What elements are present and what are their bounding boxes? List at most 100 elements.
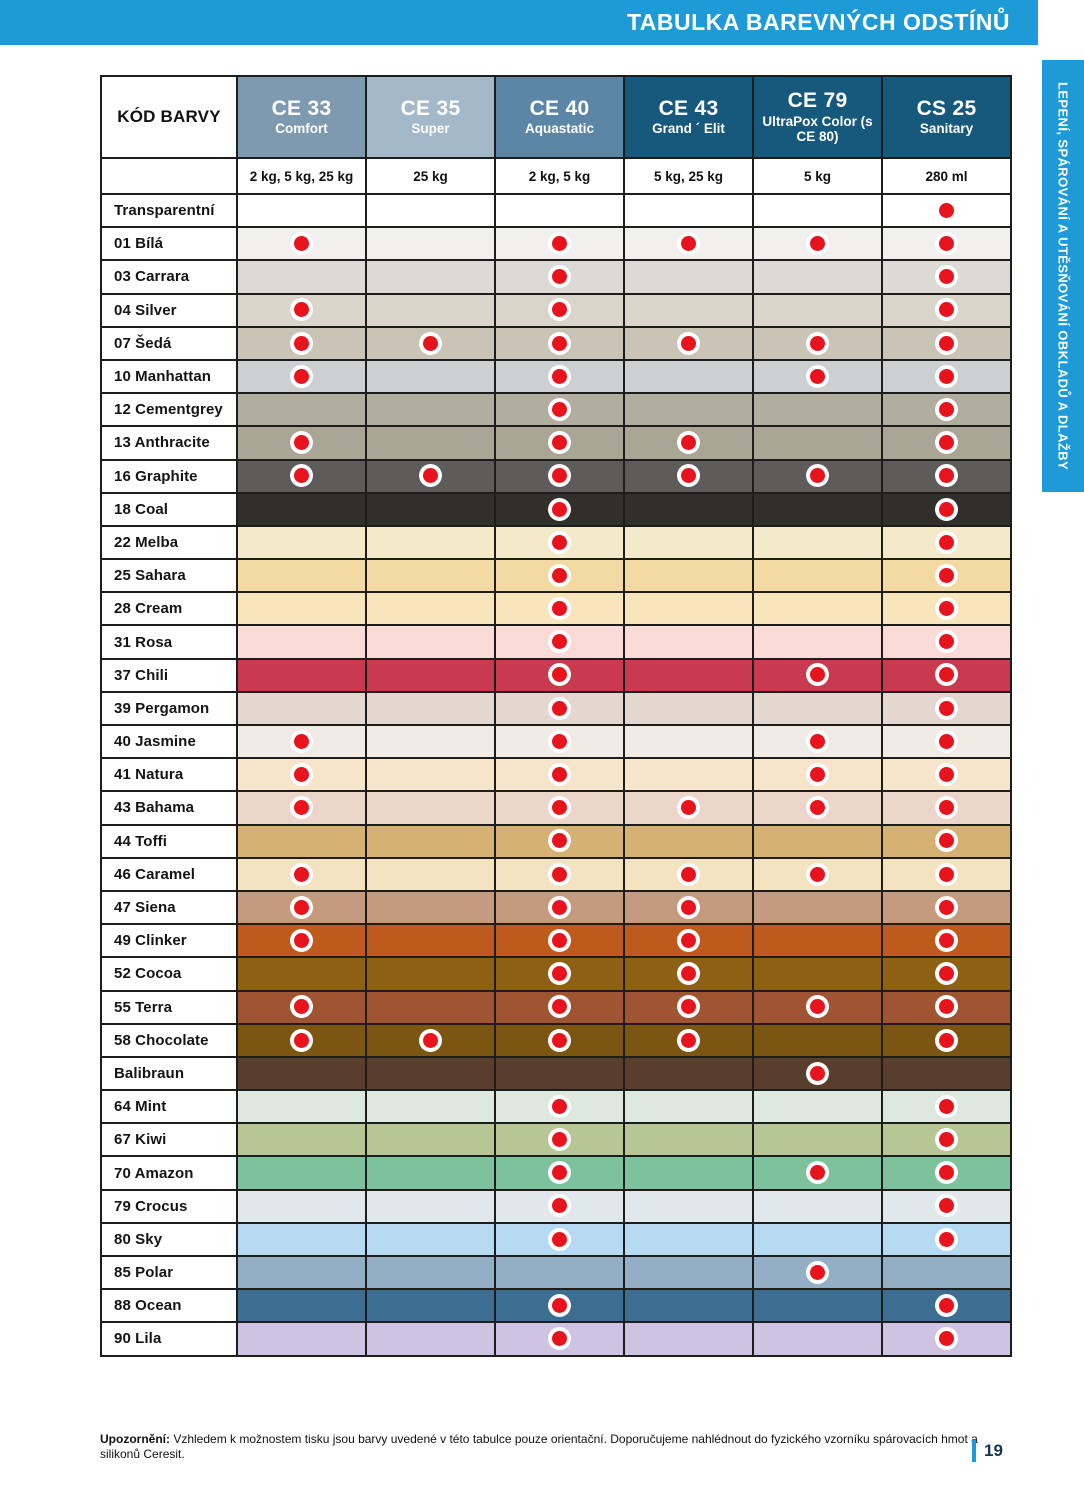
availability-cell: [494, 558, 625, 594]
packaging-cell: 5 kg: [752, 157, 883, 195]
table-row: 31 Rosa: [100, 624, 1012, 660]
availability-cell: [236, 956, 367, 992]
availability-cell: [365, 823, 496, 859]
availability-cell: [881, 723, 1012, 760]
availability-cell: [881, 1022, 1012, 1058]
availability-cell: [623, 856, 754, 892]
color-code-label: 64 Mint: [100, 1089, 238, 1125]
availability-dot-icon: [810, 1264, 825, 1280]
availability-cell: [494, 1055, 625, 1092]
availability-cell: [623, 591, 754, 627]
availability-dot-icon: [552, 833, 567, 849]
availability-cell: [881, 1321, 1012, 1357]
availability-dot-icon: [810, 866, 825, 882]
availability-cell: [236, 657, 367, 693]
availability-cell: [623, 1188, 754, 1224]
availability-cell: [623, 1288, 754, 1324]
availability-dot-icon: [939, 767, 954, 783]
availability-cell: [494, 1089, 625, 1125]
availability-dot-icon: [552, 601, 567, 617]
availability-dot-icon: [939, 800, 954, 816]
availability-cell: [236, 226, 367, 262]
availability-cell: [881, 1254, 1012, 1291]
availability-dot-icon: [552, 269, 567, 285]
color-code-label: 28 Cream: [100, 591, 238, 627]
availability-cell: [494, 923, 625, 959]
availability-cell: [623, 690, 754, 727]
availability-cell: [494, 259, 625, 295]
availability-cell: [494, 657, 625, 693]
availability-dot-icon: [552, 966, 567, 982]
packaging-cell: 2 kg, 5 kg, 25 kg: [236, 157, 367, 195]
availability-cell: [881, 1089, 1012, 1125]
availability-cell: [365, 690, 496, 727]
availability-cell: [236, 1188, 367, 1224]
availability-cell: [365, 358, 496, 395]
availability-cell: [623, 358, 754, 395]
section-tab: LEPENÍ, SPÁROVÁNÍ A UTĚSŇOVÁNÍ OBKLADŮ A…: [1042, 60, 1084, 492]
availability-cell: [752, 1188, 883, 1224]
availability-cell: [494, 823, 625, 859]
availability-cell: [365, 657, 496, 693]
color-code-label: 01 Bílá: [100, 226, 238, 262]
availability-cell: [236, 591, 367, 627]
availability-cell: [494, 192, 625, 229]
page-number-value: 19: [984, 1441, 1003, 1460]
color-code-label: 90 Lila: [100, 1321, 238, 1357]
availability-cell: [881, 259, 1012, 295]
availability-dot-icon: [552, 302, 567, 318]
color-code-label: 39 Pergamon: [100, 690, 238, 727]
color-code-label: 88 Ocean: [100, 1288, 238, 1324]
table-row: 55 Terra: [100, 989, 1012, 1025]
table-row: 13 Anthracite: [100, 425, 1012, 461]
table-row: 10 Manhattan: [100, 358, 1012, 395]
availability-cell: [365, 1122, 496, 1158]
availability-dot-icon: [552, 468, 567, 484]
availability-cell: [236, 1155, 367, 1191]
table-row: 37 Chili: [100, 657, 1012, 693]
availability-cell: [623, 392, 754, 428]
availability-cell: [236, 1221, 367, 1258]
availability-dot-icon: [552, 899, 567, 915]
availability-cell: [494, 624, 625, 660]
availability-cell: [365, 1254, 496, 1291]
availability-cell: [623, 1089, 754, 1125]
footnote-text: Vzhledem k možnostem tisku jsou barvy uv…: [100, 1432, 978, 1461]
availability-cell: [494, 292, 625, 328]
availability-dot-icon: [294, 733, 309, 749]
product-code: CE 35: [400, 97, 461, 121]
availability-cell: [881, 392, 1012, 428]
availability-cell: [752, 558, 883, 594]
availability-cell: [236, 1089, 367, 1125]
availability-dot-icon: [939, 1331, 954, 1347]
table-row: 25 Sahara: [100, 558, 1012, 594]
availability-cell: [881, 790, 1012, 826]
availability-cell: [752, 458, 883, 494]
availability-cell: [365, 889, 496, 926]
availability-dot-icon: [552, 1165, 567, 1181]
color-code-label: 13 Anthracite: [100, 425, 238, 461]
color-table-container: KÓD BARVY CE 33 Comfort CE 35 Super CE 40 Aqu…: [100, 75, 1012, 1357]
availability-cell: [494, 1188, 625, 1224]
availability-dot-icon: [939, 335, 954, 351]
availability-dot-icon: [810, 733, 825, 749]
availability-dot-icon: [552, 634, 567, 650]
table-row: 47 Siena: [100, 889, 1012, 926]
color-code-label: 55 Terra: [100, 989, 238, 1025]
product-header-ce43: CE 43 Grand ´ Elit: [623, 75, 754, 159]
availability-cell: [494, 989, 625, 1025]
availability-dot-icon: [810, 236, 825, 252]
availability-cell: [494, 1022, 625, 1058]
color-code-label: 44 Toffi: [100, 823, 238, 859]
availability-cell: [365, 723, 496, 760]
availability-cell: [881, 458, 1012, 494]
packaging-empty-cell: [100, 157, 238, 195]
availability-cell: [236, 889, 367, 926]
packaging-cell: 5 kg, 25 kg: [623, 157, 754, 195]
product-name: Grand ´ Elit: [652, 121, 725, 137]
table-row: 04 Silver: [100, 292, 1012, 328]
availability-cell: [494, 1288, 625, 1324]
availability-cell: [752, 1055, 883, 1092]
availability-cell: [365, 956, 496, 992]
availability-cell: [881, 192, 1012, 229]
